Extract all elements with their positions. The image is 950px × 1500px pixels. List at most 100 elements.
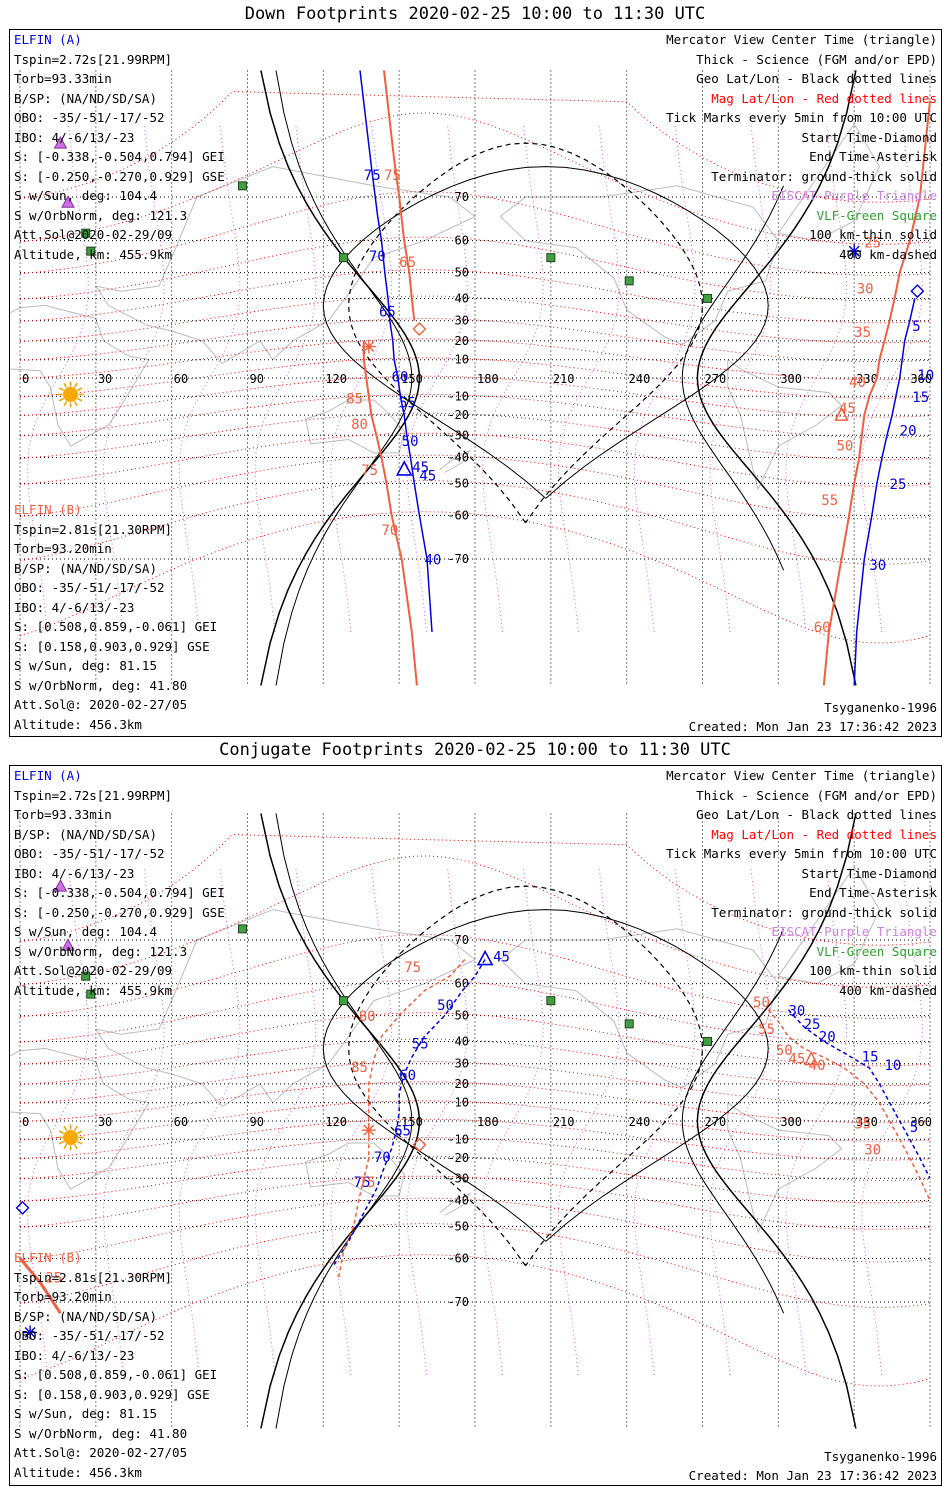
mag-parallel <box>19 338 931 381</box>
elfin-a-line: OBO: -35/-51/-17/-52 <box>14 110 165 125</box>
mag-parallel <box>19 1061 931 1105</box>
footprint-track-a-high <box>853 298 916 686</box>
elfin-a-line: Altitude, km: 455.9km <box>14 982 173 998</box>
lon-tick-label: 180 <box>477 372 499 386</box>
legend-line: Start Time-Diamond <box>801 129 937 145</box>
eiscat-triangle-icon <box>61 195 75 208</box>
map-canvas: 0 30 60 90 120 150 180 210 240 270 300 330 360706050… <box>10 813 932 1429</box>
mag-parallel <box>19 934 931 1019</box>
coastline <box>10 1047 150 1190</box>
vlf-square-icon <box>237 924 247 934</box>
footprint-track-b-low2 <box>362 340 418 686</box>
created-label: Created: Mon Jan 23 17:36:42 2023 <box>688 1468 937 1483</box>
mag-parallel <box>19 394 931 438</box>
mag-parallel <box>19 295 931 344</box>
lon-tick-label: 240 <box>629 1115 651 1129</box>
lon-tick-label: 60 <box>174 372 188 386</box>
legend-line: Mercator View Center Time (triangle) <box>666 768 937 783</box>
center-time-triangle-icon <box>395 460 413 476</box>
lat-tick-label: 40 <box>455 1034 469 1048</box>
tick-label: 85 <box>351 1060 368 1076</box>
ground-terminator-right <box>696 70 857 686</box>
vlf-square-icon <box>546 996 556 1006</box>
lon-tick-label: 270 <box>705 1115 727 1129</box>
mag-parallel <box>19 1038 931 1087</box>
sun-ray <box>58 1130 65 1135</box>
start-diamond-icon <box>412 1137 427 1152</box>
tick-label: 45 <box>419 469 436 485</box>
lat-tick-label: -70 <box>447 1295 469 1309</box>
elfin-b-line: S: [0.508,0.859,-0.061] GEI <box>14 619 218 634</box>
mag-parallel <box>19 1175 931 1230</box>
asterisk-stroke <box>363 341 375 353</box>
mag-parallel <box>19 1012 931 1067</box>
vlf-square-icon <box>339 996 349 1006</box>
tick-label: 10 <box>917 368 934 384</box>
legend-line: Geo Lat/Lon - Black dotted lines <box>696 71 937 86</box>
mag-parallel <box>19 357 931 399</box>
mag-parallel <box>19 318 931 362</box>
lat-tick-label: 30 <box>455 1057 469 1071</box>
tick-label: 45 <box>839 401 856 417</box>
elfin-a-line: S: [-0.338,-0.504,0.794] GEI <box>14 885 225 900</box>
tick-label: 75 <box>359 1175 376 1191</box>
elfin-a-info: ELFIN (A) Tspin=2.72s[21.99RPM] Torb=93.… <box>14 30 225 264</box>
elfin-a-header: ELFIN (A) <box>14 768 82 783</box>
tick-label: 30 <box>864 1142 881 1158</box>
lon-tick-label: 240 <box>629 372 651 386</box>
lat-tick-label: 20 <box>455 334 469 348</box>
sun-ray <box>73 1125 78 1131</box>
mag-parallel <box>19 112 931 245</box>
footprint-tracks: 75 70 65 60 55 50 45 40 75 65 85 80 75 70 5 10 15 20 25 30 2… <box>346 70 934 686</box>
footprint-track-b-high <box>822 100 931 686</box>
terminator-400km <box>347 142 704 524</box>
sun-disc <box>63 386 79 402</box>
tick-label: 70 <box>374 1150 391 1166</box>
panel-down: 0 30 60 90 120 150 180 210 240 270 300 330 360 70 60 50… <box>9 29 942 737</box>
tick-label: 85 <box>346 392 363 408</box>
sun-ray <box>63 401 68 407</box>
legend-line: Terminator: ground-thick solid <box>711 168 937 184</box>
lat-tick-label: -20 <box>447 408 469 422</box>
lat-tick-label: 70 <box>455 190 469 204</box>
legend-line: VLF-Green Square <box>816 207 937 223</box>
eiscat-triangle-icon <box>53 879 68 892</box>
elfin-b-info: ELFIN (B) Tspin=2.81s[21.30RPM] Torb=93.… <box>14 500 217 734</box>
legend-line: 100 km-thin solid <box>809 963 937 978</box>
elfin-b-line: Altitude: 456.3km <box>14 1464 142 1480</box>
lon-tick-label: 120 <box>325 1115 347 1129</box>
terminator-100km-right <box>681 928 785 1314</box>
tick-label: 30 <box>788 1004 805 1020</box>
legend: Mercator View Center Time (triangle) Thi… <box>666 30 937 264</box>
footprint-track-b-high <box>767 1009 931 1201</box>
elfin-a-line: Torb=93.33min <box>14 71 112 86</box>
elfin-b-line: IBO: 4/-6/13/-23 <box>14 1347 135 1363</box>
tick-label: 30 <box>869 558 886 574</box>
map-layers: 0 30 60 90 120 150 180 210 240 270 300 330 360706050… <box>10 70 934 686</box>
elfin-a-line: S w/OrbNorm, deg: 121.3 <box>14 943 188 959</box>
sun-ray <box>58 387 65 392</box>
tick-label: 20 <box>900 423 917 439</box>
legend-line: VLF-Green Square <box>816 943 937 959</box>
elfin-a-line: Torb=93.33min <box>14 807 112 822</box>
map-layers: 0 30 60 90 120 150 180 210 240 270 300 330 360706050… <box>10 813 932 1429</box>
lon-tick-label: 150 <box>401 1115 423 1129</box>
tick-label: 15 <box>912 390 929 406</box>
elfin-b-line: S: [0.508,0.859,-0.061] GEI <box>14 1367 218 1382</box>
sun-icon <box>57 381 84 408</box>
mag-parallel <box>19 375 931 418</box>
coastline <box>439 1192 472 1216</box>
lat-tick-label: -30 <box>447 428 469 442</box>
legend: Mercator View Center Time (triangle) Thi… <box>666 766 937 1000</box>
tick-label: 60 <box>392 370 409 386</box>
mag-parallel <box>19 480 931 565</box>
elfin-a-line: S: [-0.250,-0.270,0.929] GSE <box>14 168 225 184</box>
tick-label: 30 <box>857 282 874 298</box>
lon-tick-label: 30 <box>98 1115 112 1129</box>
tick-label: 25 <box>890 477 907 493</box>
coastline <box>727 359 843 491</box>
sun-ray <box>73 1144 78 1150</box>
elfin-b-line: Att.Sol@: 2020-02-27/05 <box>14 1445 188 1460</box>
vlf-square-icon <box>624 276 634 286</box>
sun-ray <box>77 1140 83 1145</box>
